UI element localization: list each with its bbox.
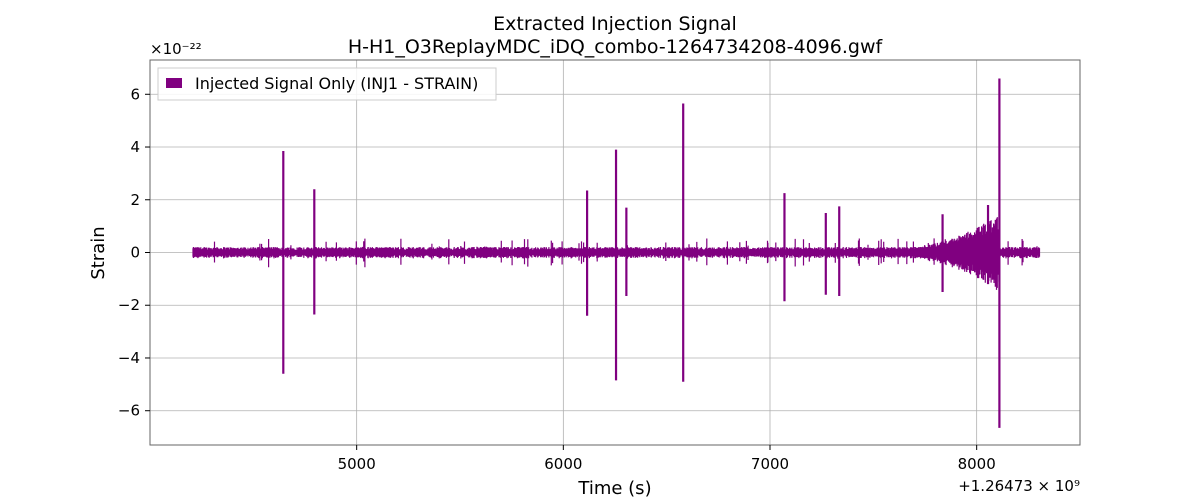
- legend-box: [157, 67, 497, 101]
- y-tick-label: 4: [130, 138, 140, 156]
- y-tick-label: 2: [130, 191, 140, 209]
- legend-swatch: [166, 78, 182, 88]
- x-tick-label: 8000: [958, 455, 996, 473]
- legend: Injected Signal Only (INJ1 - STRAIN): [157, 67, 497, 101]
- plot-area: [192, 78, 1041, 428]
- chart-title-line2: H-H1_O3ReplayMDC_iDQ_combo-1264734208-40…: [348, 36, 884, 58]
- x-axis-label: Time (s): [577, 478, 651, 499]
- x-offset-label: +1.26473 × 10⁹: [958, 477, 1080, 495]
- y-tick-label: 0: [130, 244, 140, 262]
- y-tick-label: −4: [118, 349, 140, 367]
- x-tick-label: 7000: [751, 455, 789, 473]
- y-scale-label: ×10⁻²²: [150, 40, 202, 58]
- y-tick-label: −2: [118, 296, 140, 314]
- y-axis-label: Strain: [88, 226, 109, 279]
- y-tick-label: −6: [118, 402, 140, 420]
- chart-title-line1: Extracted Injection Signal: [493, 13, 737, 35]
- axis-ticks: 5000 6000 7000 8000 −6 −4 −2 0 2 4 6: [118, 85, 996, 473]
- x-tick-label: 5000: [338, 455, 376, 473]
- x-tick-label: 6000: [544, 455, 582, 473]
- y-tick-label: 6: [130, 85, 140, 103]
- legend-label: Injected Signal Only (INJ1 - STRAIN): [195, 74, 478, 93]
